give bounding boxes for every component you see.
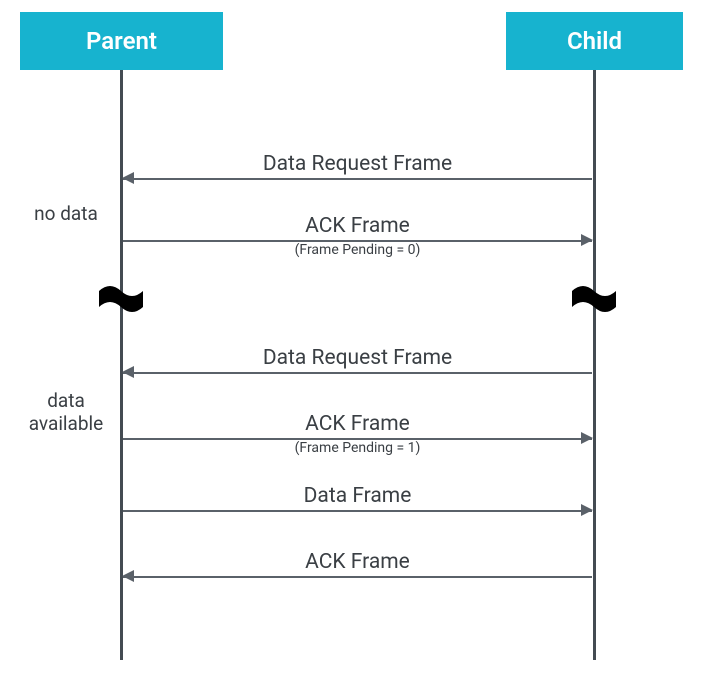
msg-ack1-sub: (Frame Pending = 0) [123, 242, 592, 258]
sequence-diagram: Parent Child no data data available Data… [0, 0, 706, 676]
lifeline-child [593, 70, 596, 660]
msg-req1-line [123, 178, 592, 180]
actor-parent-label: Parent [86, 27, 157, 55]
msg-data-label: Data Frame [123, 484, 592, 508]
msg-ack2-sub: (Frame Pending = 1) [123, 440, 592, 456]
note-no-data-text: no data [34, 202, 98, 225]
msg-ack3-line [123, 576, 592, 578]
msg-ack3: ACK Frame [123, 576, 592, 577]
actor-parent: Parent [20, 12, 223, 70]
actor-child-label: Child [567, 27, 622, 55]
msg-req1: Data Request Frame [123, 178, 592, 179]
note-no-data: no data [26, 203, 106, 226]
msg-data-line [123, 510, 592, 512]
note-data-available-line2: available [29, 412, 104, 435]
actor-child: Child [506, 12, 683, 70]
note-data-available: data available [18, 390, 114, 436]
time-break-child [572, 285, 616, 315]
msg-req2-line [123, 372, 592, 374]
msg-ack2-label: ACK Frame [123, 412, 592, 436]
msg-ack1: ACK Frame (Frame Pending = 0) [123, 240, 592, 241]
msg-ack2: ACK Frame (Frame Pending = 1) [123, 438, 592, 439]
time-break-parent [99, 285, 143, 315]
msg-req1-label: Data Request Frame [123, 152, 592, 176]
msg-ack3-label: ACK Frame [123, 550, 592, 574]
msg-ack1-label: ACK Frame [123, 214, 592, 238]
msg-req2: Data Request Frame [123, 372, 592, 373]
msg-req2-label: Data Request Frame [123, 346, 592, 370]
note-data-available-line1: data [47, 389, 85, 412]
msg-data: Data Frame [123, 510, 592, 511]
